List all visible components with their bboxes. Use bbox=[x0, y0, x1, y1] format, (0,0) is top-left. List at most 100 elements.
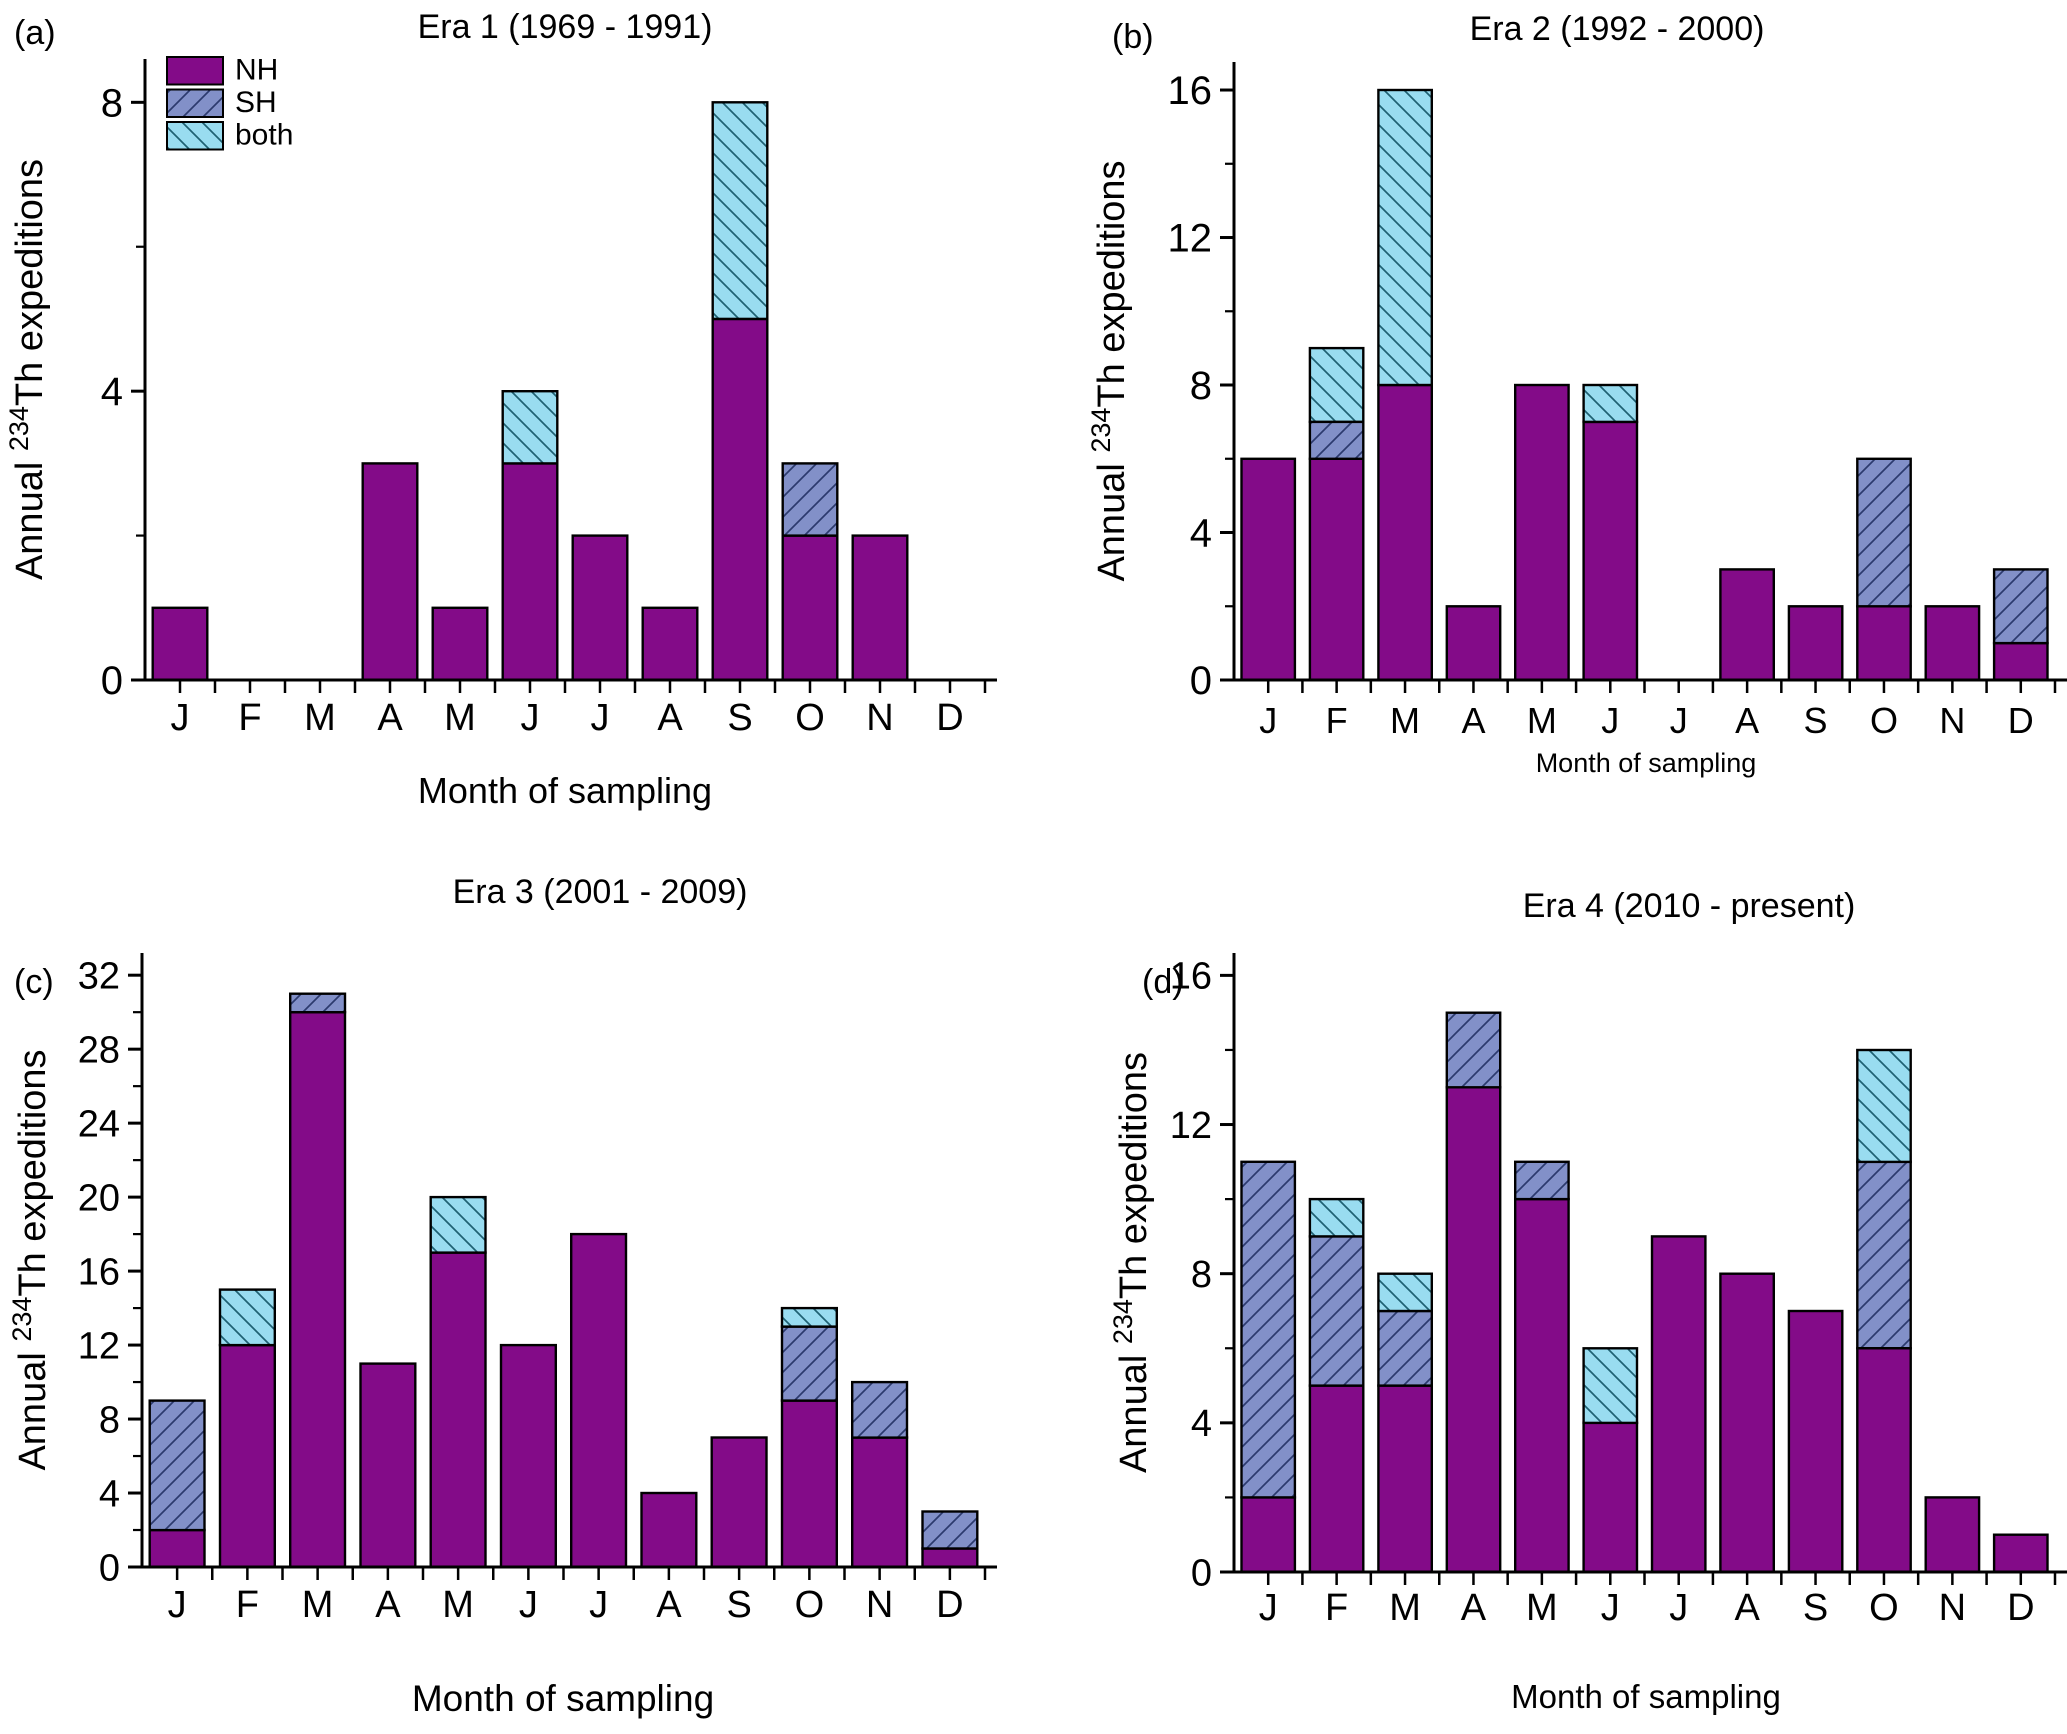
bar-segment-nh-month-3 bbox=[361, 462, 419, 682]
bar-segment-nh-month-6 bbox=[1650, 1235, 1707, 1574]
bar-segment-nh-month-6 bbox=[571, 534, 629, 682]
bar-segment-nh-month-3 bbox=[1445, 1085, 1502, 1574]
x-axis-title: Month of sampling bbox=[412, 1678, 714, 1719]
x-tick-label-month: F bbox=[1325, 1587, 1348, 1629]
bar-segment-nh-month-8 bbox=[711, 317, 769, 682]
bar-segment-sh-month-4 bbox=[1514, 1160, 1570, 1201]
x-tick-label-month: N bbox=[866, 697, 893, 739]
bar-segment-nh-month-7 bbox=[640, 1491, 698, 1569]
legend-label-both: both bbox=[235, 119, 293, 152]
bar-segment-nh-month-5 bbox=[499, 1343, 557, 1569]
x-tick-label-month: A bbox=[377, 697, 403, 739]
bar-segment-both-month-5 bbox=[1582, 383, 1639, 424]
y-axis-title: Annual 234Th expeditions bbox=[7, 1049, 54, 1470]
legend-swatch-both bbox=[166, 121, 224, 151]
bar-segment-nh-month-10 bbox=[1924, 605, 1981, 682]
bar-segment-sh-month-2 bbox=[289, 992, 347, 1014]
x-tick-label-month: S bbox=[1803, 1587, 1828, 1629]
y-axis-title: Annual 234Th expeditions bbox=[4, 159, 51, 580]
bar-segment-nh-month-8 bbox=[710, 1436, 768, 1569]
x-tick-label-month: J bbox=[1669, 1587, 1688, 1629]
bar-segment-nh-month-7 bbox=[641, 606, 699, 682]
bar-segment-sh-month-10 bbox=[851, 1380, 909, 1439]
y-tick-label: 16 bbox=[1170, 956, 1212, 998]
y-axis-title: Annual 234Th expeditions bbox=[1108, 1052, 1155, 1473]
bar-segment-nh-month-5 bbox=[1582, 1421, 1639, 1574]
bar-segment-sh-month-11 bbox=[1992, 568, 2049, 645]
bar-segment-sh-month-9 bbox=[1856, 1160, 1912, 1350]
x-tick-label-month: A bbox=[1461, 700, 1485, 741]
bar-segment-nh-month-3 bbox=[1445, 605, 1502, 682]
bar-segment-nh-month-4 bbox=[431, 606, 489, 682]
legend-swatch-sh bbox=[166, 88, 224, 118]
bar-segment-nh-month-9 bbox=[1856, 1347, 1912, 1574]
x-tick-label-month: O bbox=[795, 697, 825, 739]
y-tick-label: 8 bbox=[99, 1399, 120, 1441]
x-tick-label-month: F bbox=[1326, 700, 1348, 741]
bar-segment-sh-month-1 bbox=[1308, 420, 1365, 460]
bar-segment-nh-month-0 bbox=[151, 606, 209, 682]
x-tick-label-month: F bbox=[236, 1584, 259, 1626]
y-tick-label: 32 bbox=[78, 955, 120, 997]
x-tick-label-month: A bbox=[657, 697, 683, 739]
x-tick-label-month: N bbox=[1939, 1587, 1966, 1629]
panel-title: Era 2 (1992 - 2000) bbox=[1470, 10, 1765, 48]
y-tick-label: 28 bbox=[78, 1029, 120, 1071]
y-tick-label: 0 bbox=[1190, 659, 1212, 703]
bar-segment-nh-month-3 bbox=[359, 1362, 417, 1569]
x-tick-label-month: F bbox=[238, 697, 261, 739]
x-tick-label-month: J bbox=[589, 1584, 608, 1626]
x-tick-label-month: D bbox=[2008, 700, 2034, 741]
x-tick-label-month: M bbox=[302, 1584, 334, 1626]
bar-segment-nh-month-11 bbox=[921, 1547, 979, 1569]
x-tick-label-month: A bbox=[1461, 1587, 1487, 1629]
bar-segment-both-month-1 bbox=[218, 1288, 276, 1347]
x-tick-label-month: J bbox=[521, 697, 540, 739]
x-tick-label-month: S bbox=[726, 1584, 751, 1626]
y-tick-label: 8 bbox=[1190, 364, 1212, 408]
legend-swatch-nh bbox=[166, 56, 224, 86]
bar-segment-nh-month-10 bbox=[851, 1436, 909, 1569]
bar-segment-nh-month-9 bbox=[1856, 605, 1912, 682]
bar-segment-nh-month-4 bbox=[1514, 1197, 1570, 1574]
x-tick-label-month: D bbox=[936, 697, 963, 739]
bar-segment-both-month-5 bbox=[1582, 1347, 1639, 1425]
x-tick-label-month: J bbox=[519, 1584, 538, 1626]
bar-segment-nh-month-1 bbox=[218, 1343, 276, 1569]
x-tick-label-month: J bbox=[1259, 700, 1277, 741]
x-tick-label-month: M bbox=[1527, 700, 1557, 741]
x-tick-label-month: D bbox=[936, 1584, 963, 1626]
panel-letter: (b) bbox=[1112, 18, 1154, 56]
panel-title: Era 1 (1969 - 1991) bbox=[418, 8, 713, 46]
y-tick-label: 0 bbox=[101, 659, 123, 703]
legend-label-sh: SH bbox=[235, 86, 277, 119]
bar-segment-sh-month-3 bbox=[1445, 1011, 1502, 1089]
x-tick-label-month: N bbox=[866, 1584, 893, 1626]
x-tick-label-month: A bbox=[375, 1584, 401, 1626]
panel-title: Era 4 (2010 - present) bbox=[1523, 887, 1856, 925]
y-tick-label: 16 bbox=[78, 1251, 120, 1293]
bar-segment-both-month-2 bbox=[1377, 1272, 1433, 1313]
bar-segment-nh-month-0 bbox=[1240, 457, 1297, 682]
bar-segment-sh-month-0 bbox=[148, 1399, 206, 1532]
bar-segment-both-month-5 bbox=[501, 390, 559, 465]
bar-segment-nh-month-0 bbox=[1240, 1496, 1297, 1574]
x-tick-label-month: M bbox=[1526, 1587, 1558, 1629]
bar-segment-nh-month-2 bbox=[1377, 383, 1433, 682]
y-tick-label: 8 bbox=[101, 81, 123, 125]
bar-segment-nh-month-5 bbox=[1582, 420, 1639, 682]
panel-letter: (a) bbox=[14, 14, 56, 52]
y-tick-label: 12 bbox=[1170, 1105, 1212, 1147]
y-tick-label: 20 bbox=[78, 1177, 120, 1219]
y-tick-label: 24 bbox=[78, 1103, 120, 1145]
bar-segment-nh-month-10 bbox=[851, 534, 909, 682]
x-tick-label-month: M bbox=[444, 697, 476, 739]
bar-segment-both-month-4 bbox=[429, 1195, 487, 1254]
bar-segment-nh-month-4 bbox=[1514, 383, 1570, 682]
bar-segment-both-month-2 bbox=[1377, 88, 1433, 387]
panel-letter: (d) bbox=[1142, 963, 1184, 1001]
